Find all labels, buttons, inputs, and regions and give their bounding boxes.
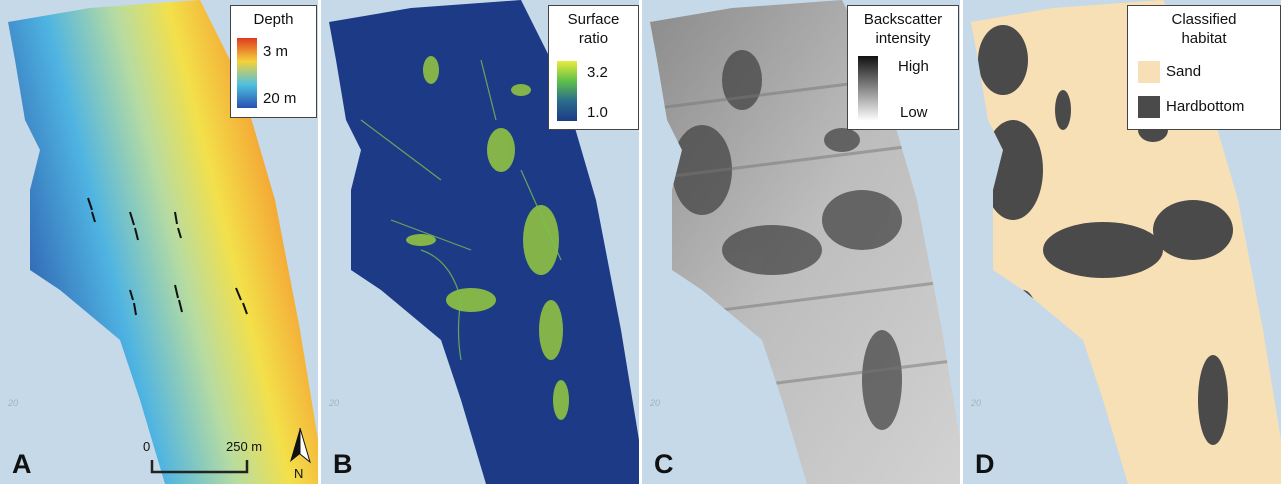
scale-end: 250 m	[226, 439, 262, 454]
legend-label: High	[898, 58, 929, 75]
panel: 20 Backscatter intensity High Low C	[642, 0, 960, 484]
legend-title: Surface ratio	[555, 10, 632, 48]
panel-label: D	[975, 449, 995, 480]
scale-start: 0	[143, 439, 150, 454]
panel-label: C	[654, 449, 674, 480]
legend-title: Depth	[237, 10, 310, 29]
panel: 0 250 m N 20 Depth 3 m 20 m A	[0, 0, 318, 484]
legend-label: 3 m	[263, 43, 288, 60]
legend-label: Hardbottom	[1166, 98, 1244, 115]
legend-label: 1.0	[587, 104, 608, 121]
legend: Classified habitat Sand Hardbottom	[1127, 5, 1281, 130]
panel-label: A	[12, 449, 32, 480]
legend: Depth 3 m 20 m	[230, 5, 317, 118]
legend: Surface ratio 3.2 1.0	[548, 5, 639, 130]
legend-label: Low	[900, 104, 928, 121]
legend: Backscatter intensity High Low	[847, 5, 959, 130]
legend-label: Sand	[1166, 63, 1201, 80]
panel: 20 Classified habitat Sand Hardbottom D	[963, 0, 1281, 484]
panel-label: B	[333, 449, 353, 480]
basemap-label: 20	[329, 398, 339, 408]
north-label: N	[294, 466, 303, 481]
legend-label: 20 m	[263, 90, 296, 107]
basemap-label: 20	[650, 398, 660, 408]
legend-title: Classified habitat	[1134, 10, 1274, 48]
legend-title: Backscatter intensity	[854, 10, 952, 48]
basemap-label: 20	[8, 398, 18, 408]
basemap-label: 20	[971, 398, 981, 408]
panel: 20 Surface ratio 3.2 1.0 B	[321, 0, 639, 484]
figure: 0 250 m N 20 Depth 3 m 20 m A 20 Surfac	[0, 0, 1281, 484]
legend-label: 3.2	[587, 64, 608, 81]
